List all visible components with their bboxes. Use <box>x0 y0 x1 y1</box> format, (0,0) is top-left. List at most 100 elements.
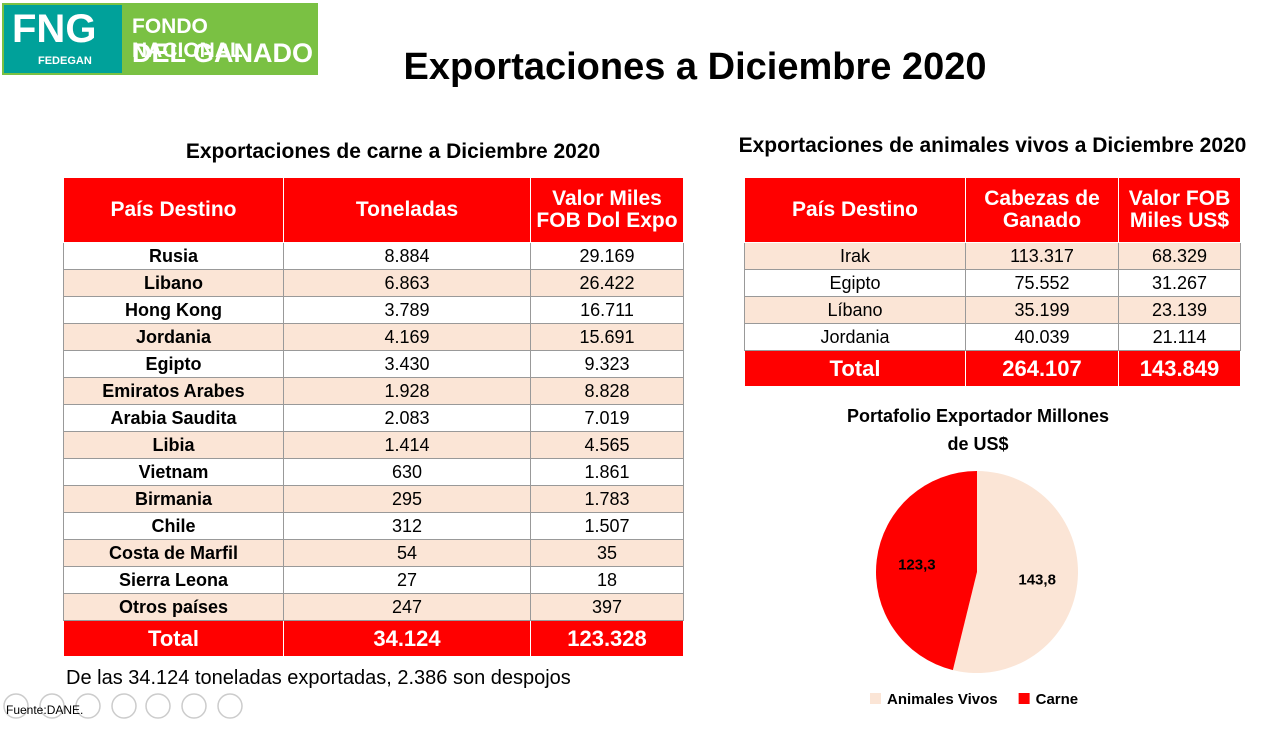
row: Líbano 35.199 23.139 <box>744 296 1241 324</box>
cell: Egipto <box>744 269 966 297</box>
total-cell: 123.328 <box>530 620 684 657</box>
vivos-table: País Destino Cabezas de Ganado Valor FOB M… <box>744 177 1241 387</box>
cell: 3.789 <box>283 296 531 324</box>
header-cell: País Destino <box>63 177 284 243</box>
cell: Hong Kong <box>63 296 284 324</box>
total-cell: 264.107 <box>965 350 1119 387</box>
cell: 75.552 <box>965 269 1119 297</box>
cell: 29.169 <box>530 242 684 270</box>
cell: Líbano <box>744 296 966 324</box>
row: Irak 113.317 68.329 <box>744 242 1241 270</box>
carne-table: País Destino Toneladas Valor Miles FOB Dol… <box>63 177 684 657</box>
cell: 15.691 <box>530 323 684 351</box>
row: Emiratos Arabes 1.928 8.828 <box>63 377 684 405</box>
data-label: 143,8 <box>1018 571 1056 588</box>
cell: Costa de Marfil <box>63 539 284 567</box>
header-cell: País Destino <box>744 177 966 243</box>
cell: Otros países <box>63 593 284 621</box>
cell: 54 <box>283 539 531 567</box>
cell: 26.422 <box>530 269 684 297</box>
logo-mark-box <box>4 5 122 73</box>
logo-line2: DEL GANADO <box>132 38 314 68</box>
row: Otros países 247 397 <box>63 593 684 621</box>
total-cell: 143.849 <box>1118 350 1241 387</box>
pie-slice <box>876 471 977 671</box>
header-cell: Valor FOB Miles US$ <box>1118 177 1241 243</box>
cell: 1.928 <box>283 377 531 405</box>
cell: Libano <box>63 269 284 297</box>
note: De las 34.124 toneladas exportadas, 2.38… <box>66 667 571 689</box>
cell: Jordania <box>63 323 284 351</box>
cell: 16.711 <box>530 296 684 324</box>
header-cell: Cabezas de Ganado <box>965 177 1119 243</box>
toolbar <box>3 693 243 719</box>
cell: 68.329 <box>1118 242 1241 270</box>
cell: Vietnam <box>63 458 284 486</box>
source: Fuente:DANE. <box>6 703 84 717</box>
row: Libia 1.414 4.565 <box>63 431 684 459</box>
cell: 21.114 <box>1118 323 1241 351</box>
cell: 1.861 <box>530 458 684 486</box>
total-row: Total 34.124 123.328 <box>63 620 684 657</box>
total-cell: Total <box>63 620 284 657</box>
chart-title: Portafolio Exportador Millones de US$ <box>847 406 1109 454</box>
row: Chile 312 1.507 <box>63 512 684 540</box>
cell: Jordania <box>744 323 966 351</box>
legend-swatch <box>1018 693 1030 704</box>
row: Jordania 40.039 21.114 <box>744 323 1241 351</box>
cell: 9.323 <box>530 350 684 378</box>
row: Egipto 3.430 9.323 <box>63 350 684 378</box>
cell: 3.430 <box>283 350 531 378</box>
row: Jordania 4.169 15.691 <box>63 323 684 351</box>
logo-sub: FEDEGAN <box>38 55 92 67</box>
pie-slice <box>952 471 1078 673</box>
cell: 1.507 <box>530 512 684 540</box>
cell: Egipto <box>63 350 284 378</box>
cell: Libia <box>63 431 284 459</box>
row: Costa de Marfil 54 35 <box>63 539 684 567</box>
row: Sierra Leona 27 18 <box>63 566 684 594</box>
row: Hong Kong 3.789 16.711 <box>63 296 684 324</box>
cell: 2.083 <box>283 404 531 432</box>
cell: 35 <box>530 539 684 567</box>
cell: Rusia <box>63 242 284 270</box>
cell: 4.169 <box>283 323 531 351</box>
row: Libano 6.863 26.422 <box>63 269 684 297</box>
table-title: Exportaciones de animales vivos a Diciem… <box>738 134 1247 157</box>
page-title: Exportaciones a Diciembre 2020 <box>403 46 987 88</box>
cell: 6.863 <box>283 269 531 297</box>
legend-swatch <box>870 693 881 704</box>
cell: 1.783 <box>530 485 684 513</box>
total-row: Total 264.107 143.849 <box>744 350 1241 387</box>
total-cell: Total <box>744 350 966 387</box>
cell: 18 <box>530 566 684 594</box>
cell: Sierra Leona <box>63 566 284 594</box>
cell: 113.317 <box>965 242 1119 270</box>
cell: 23.139 <box>1118 296 1241 324</box>
cell: 7.019 <box>530 404 684 432</box>
pie-chart: Portafolio Exportador Millones de US$ 143… <box>847 406 1109 708</box>
cell: 397 <box>530 593 684 621</box>
cell: 27 <box>283 566 531 594</box>
cell: 295 <box>283 485 531 513</box>
logo: FNG FEDEGAN FONDO NACIONAL DEL GANADO <box>2 3 318 75</box>
row: Arabia Saudita 2.083 7.019 <box>63 404 684 432</box>
header-cell: Toneladas <box>283 177 531 243</box>
cell: Arabia Saudita <box>63 404 284 432</box>
table-title: Exportaciones de carne a Diciembre 2020 <box>185 140 601 163</box>
cell: 8.828 <box>530 377 684 405</box>
row: Vietnam 630 1.861 <box>63 458 684 486</box>
cell: 1.414 <box>283 431 531 459</box>
cell: 8.884 <box>283 242 531 270</box>
logo-mark: FNG <box>12 7 97 51</box>
total-cell: 34.124 <box>283 620 531 657</box>
row: Birmania 295 1.783 <box>63 485 684 513</box>
row: Rusia 8.884 29.169 <box>63 242 684 270</box>
cell: 35.199 <box>965 296 1119 324</box>
row: Egipto 75.552 31.267 <box>744 269 1241 297</box>
data-label: 123,3 <box>898 557 936 574</box>
legend-label: Carne <box>1036 691 1079 708</box>
header-cell: Valor Miles FOB Dol Expo <box>530 177 684 243</box>
cell: Birmania <box>63 485 284 513</box>
